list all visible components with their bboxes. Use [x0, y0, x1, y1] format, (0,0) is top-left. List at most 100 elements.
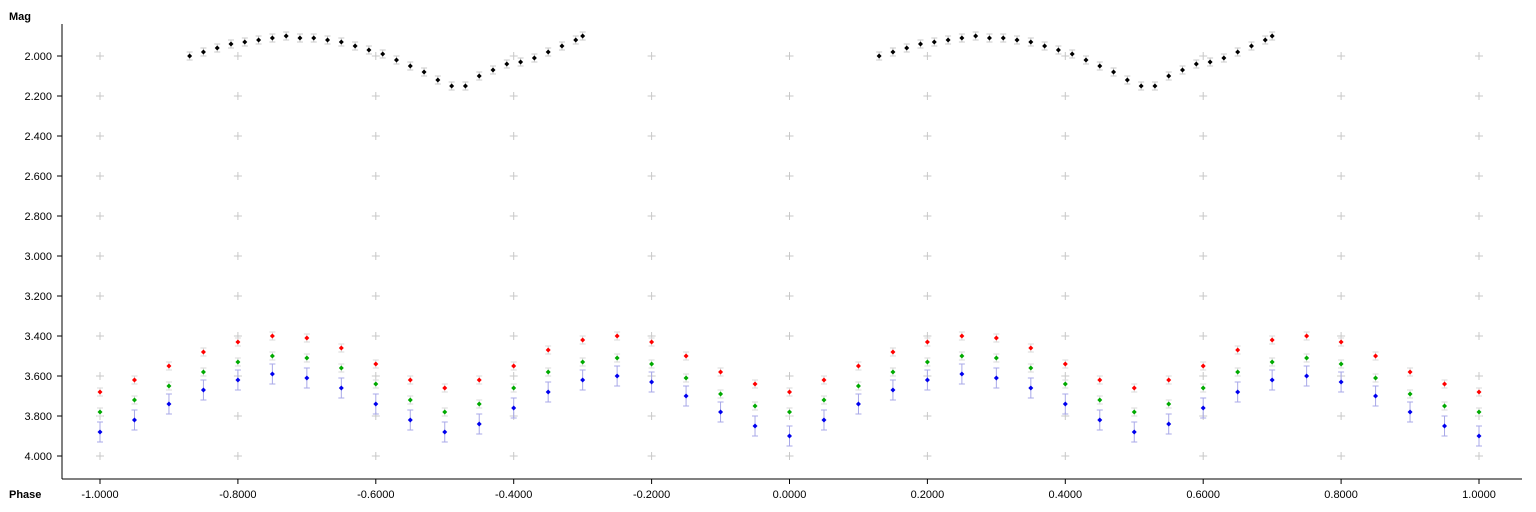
data-point [580, 359, 586, 365]
data-point [338, 39, 344, 45]
data-point [1304, 333, 1310, 339]
data-point [1152, 83, 1158, 89]
y-tick-label: 3.000 [24, 251, 52, 263]
data-point [1235, 389, 1241, 395]
grid-marker [1475, 252, 1483, 260]
grid-marker [923, 252, 932, 260]
data-point [718, 391, 724, 397]
grid-marker [785, 132, 794, 140]
grid-marker [1061, 332, 1070, 340]
data-point [545, 389, 551, 395]
data-point [855, 383, 861, 389]
data-point [380, 51, 386, 57]
data-point [338, 365, 344, 371]
data-point [993, 375, 999, 381]
y-axis-label: Mag [9, 11, 31, 23]
data-point [1235, 347, 1241, 353]
x-tick-label: 0.0000 [773, 489, 807, 501]
data-point [242, 39, 248, 45]
data-point [366, 47, 372, 53]
grid-marker [1199, 372, 1208, 380]
grid-marker [1199, 132, 1208, 140]
data-point [1442, 423, 1448, 429]
data-point [1200, 363, 1206, 369]
x-tick-label: 0.4000 [1048, 489, 1082, 501]
grid-marker [1061, 132, 1070, 140]
y-tick-label: 4.000 [24, 451, 52, 463]
data-point [1028, 345, 1034, 351]
data-point [1235, 369, 1241, 375]
data-point [1373, 353, 1379, 359]
grid-marker [233, 452, 242, 460]
data-point [1269, 377, 1275, 383]
data-point [1442, 403, 1448, 409]
data-point [1028, 39, 1034, 45]
grid-marker [96, 52, 104, 60]
x-tick-label: 0.6000 [1186, 489, 1220, 501]
data-point [373, 361, 379, 367]
data-point [97, 389, 103, 395]
grid-marker [923, 92, 932, 100]
grid-marker [1337, 132, 1346, 140]
grid-marker [647, 292, 656, 300]
y-tick-label: 3.400 [24, 331, 52, 343]
data-point [718, 409, 724, 415]
grid-marker [96, 372, 104, 380]
grid-marker [1061, 172, 1070, 180]
data-point [1200, 405, 1206, 411]
data-point [1138, 83, 1144, 89]
data-point [787, 409, 792, 415]
data-point [304, 355, 310, 361]
grid-marker [233, 172, 242, 180]
data-point [1166, 73, 1172, 79]
grid-marker [1337, 412, 1346, 420]
data-point [1097, 377, 1103, 383]
grid-marker [1337, 292, 1346, 300]
grid-marker [923, 132, 932, 140]
grid-marker [647, 452, 656, 460]
grid-marker [785, 172, 794, 180]
grid-marker [1337, 52, 1346, 60]
data-point [1131, 385, 1137, 391]
data-point [959, 35, 965, 41]
data-point [1338, 379, 1344, 385]
grid-marker [647, 132, 656, 140]
data-point [449, 83, 455, 89]
data-point [1407, 409, 1413, 415]
data-point [1262, 37, 1268, 43]
grid-marker [233, 412, 242, 420]
data-point [973, 33, 979, 39]
data-point [462, 83, 468, 89]
data-point [1207, 59, 1213, 65]
data-point [1304, 373, 1310, 379]
data-point [821, 417, 827, 423]
data-point [338, 345, 344, 351]
data-point [1476, 409, 1482, 415]
data-point [918, 41, 924, 47]
grid-marker [1337, 92, 1346, 100]
data-point [904, 45, 910, 51]
data-point [352, 43, 358, 49]
x-tick-label: -0.2000 [633, 489, 670, 501]
data-point [518, 59, 524, 65]
y-tick-label: 3.600 [24, 371, 52, 383]
grid-marker [233, 52, 242, 60]
data-point [269, 371, 275, 377]
data-point [304, 335, 310, 341]
grid-marker [509, 332, 518, 340]
data-point [476, 73, 482, 79]
data-point [1055, 47, 1061, 53]
grid-marker [96, 452, 104, 460]
grid-marker [1337, 452, 1346, 460]
grid-marker [509, 212, 518, 220]
data-point [1193, 61, 1199, 67]
data-point [1062, 401, 1068, 407]
data-point [200, 369, 206, 375]
data-point [924, 359, 930, 365]
data-point [166, 383, 172, 389]
x-tick-label: -0.6000 [357, 489, 394, 501]
data-point [435, 77, 441, 83]
data-point [407, 417, 413, 423]
data-point [821, 397, 827, 403]
